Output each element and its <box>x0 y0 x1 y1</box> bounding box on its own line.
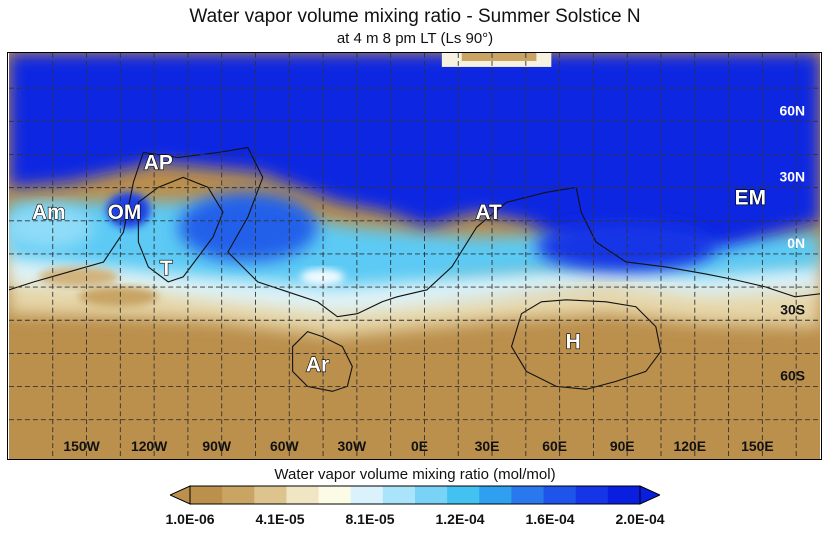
tharsis-contour <box>137 176 224 283</box>
dry-patch-west <box>38 266 119 287</box>
colorbar-low-arrow <box>170 485 191 505</box>
colorbar-segment <box>190 486 223 504</box>
colorbar-segment <box>575 486 609 504</box>
lat-label-60n: 60N <box>780 102 806 118</box>
colorbar-title: Water vapor volume mixing ratio (mol/mol… <box>274 466 556 483</box>
colorbar-segment <box>511 486 545 504</box>
argyre-contour <box>292 331 353 392</box>
colorbar-frame <box>189 485 641 505</box>
colorbar-segment <box>447 486 480 504</box>
region-label-t: T <box>160 257 173 280</box>
map-title: Water vapor volume mixing ratio - Summer… <box>189 6 641 27</box>
colorbar-segment <box>254 486 287 504</box>
colorbar-segment <box>382 486 416 504</box>
colorbar <box>170 485 660 505</box>
lon-label-0e: 0E <box>411 438 428 454</box>
dry-patch-tharsis <box>78 286 159 307</box>
lat-label-30n: 30N <box>780 169 806 185</box>
region-label-em: EM <box>735 186 766 209</box>
colorbar-segment <box>543 486 577 504</box>
topography-contours <box>8 146 821 392</box>
blue-patch-tharsis <box>178 192 318 262</box>
colorbar-segment <box>222 486 255 504</box>
region-label-ap: AP <box>144 151 173 174</box>
colorbar-segment <box>607 486 641 504</box>
colorbar-segment <box>318 486 352 504</box>
dichotomy-contour <box>8 146 821 318</box>
water-vapor-map: 150W 120W 90W 60W 30W 0E 30E 60E 90E 120E 150E 60N… <box>7 52 822 460</box>
region-label-am: Am <box>32 201 66 224</box>
colorbar-segment <box>479 486 512 504</box>
wet-north-field <box>8 53 821 253</box>
region-label-at: AT <box>475 201 502 224</box>
lon-label-90w: 90W <box>202 438 231 454</box>
region-labels: AP Am OM T Ar AT EM H <box>31 151 766 377</box>
colorbar-tick-label: 2.0E-04 <box>615 511 665 527</box>
colorbar-tick-label: 1.2E-04 <box>435 511 485 527</box>
coordinate-grid <box>8 53 821 459</box>
blue-patch-amazonis <box>8 205 94 250</box>
polar-cap-core <box>461 53 537 61</box>
lon-label-150e: 150E <box>741 438 774 454</box>
colorbar-tick-label: 1.0E-06 <box>165 511 215 527</box>
lon-label-60e: 60E <box>542 438 567 454</box>
lon-label-120w: 120W <box>131 438 168 454</box>
lat-label-0n: 0N <box>787 235 805 251</box>
region-label-h: H <box>566 331 581 354</box>
colorbar-tick-label: 1.6E-04 <box>525 511 575 527</box>
latitude-labels: 60N 30N 0N 30S 60S <box>780 102 806 383</box>
lat-label-30s: 30S <box>780 301 805 317</box>
colorbar-high-arrow <box>639 485 660 505</box>
lon-label-60w: 60W <box>270 438 299 454</box>
lon-label-30w: 30W <box>338 438 367 454</box>
colorbar-tick-label: 4.1E-05 <box>255 511 305 527</box>
lat-label-60s: 60S <box>780 368 805 384</box>
longitude-labels: 150W 120W 90W 60W 30W 0E 30E 60E 90E 120E 150E <box>63 438 773 454</box>
lon-label-30e: 30E <box>475 438 500 454</box>
lon-label-120e: 120E <box>674 438 707 454</box>
hellas-contour <box>510 299 662 390</box>
colorbar-segment <box>415 486 448 504</box>
colorbar-tick-label: 8.1E-05 <box>345 511 395 527</box>
region-label-om: OM <box>108 201 142 224</box>
lon-label-150w: 150W <box>63 438 100 454</box>
blue-patch-east <box>536 222 716 272</box>
colorbar-segment <box>350 486 384 504</box>
lon-label-90e: 90E <box>610 438 635 454</box>
colorbar-segment <box>286 486 320 504</box>
white-patch-chryse <box>300 268 345 285</box>
map-subtitle: at 4 m 8 pm LT (Ls 90°) <box>336 30 494 47</box>
region-label-ar: Ar <box>306 353 329 376</box>
